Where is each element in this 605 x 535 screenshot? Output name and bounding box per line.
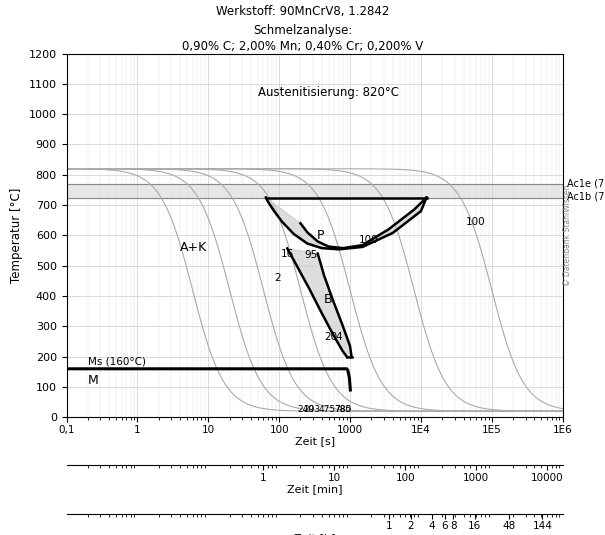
Text: 95: 95: [304, 250, 318, 260]
Text: 780: 780: [334, 404, 351, 414]
Text: 785: 785: [334, 404, 352, 414]
X-axis label: Zeit [h]: Zeit [h]: [294, 533, 335, 535]
Text: A+K: A+K: [180, 241, 208, 254]
Text: 20: 20: [324, 332, 337, 342]
X-axis label: Zeit [min]: Zeit [min]: [287, 485, 342, 494]
Text: 293: 293: [304, 404, 321, 414]
Text: Austenitisierung: 820°C: Austenitisierung: 820°C: [258, 87, 399, 100]
Text: P: P: [317, 229, 324, 242]
Text: © Datenbank StahlWissen: © Datenbank StahlWissen: [563, 185, 572, 286]
Bar: [67, 184, 563, 197]
Text: Ac1e (770°C): Ac1e (770°C): [567, 178, 605, 188]
Text: 475: 475: [319, 404, 336, 414]
Y-axis label: Temperatur [°C]: Temperatur [°C]: [10, 188, 23, 283]
Text: M: M: [88, 374, 99, 387]
Text: 16: 16: [281, 249, 294, 258]
Text: Ac1b (725°C): Ac1b (725°C): [567, 192, 605, 202]
Text: Ms (160°C): Ms (160°C): [88, 356, 146, 366]
Polygon shape: [266, 197, 427, 249]
Text: 100: 100: [358, 235, 378, 245]
Text: 100: 100: [466, 217, 486, 227]
Text: 240: 240: [298, 404, 315, 414]
Text: 4: 4: [336, 332, 342, 342]
Text: 0,90% C; 2,00% Mn; 0,40% Cr; 0,200% V: 0,90% C; 2,00% Mn; 0,40% Cr; 0,200% V: [182, 40, 423, 53]
X-axis label: Zeit [s]: Zeit [s]: [295, 437, 335, 446]
Text: 2: 2: [274, 273, 281, 283]
Polygon shape: [287, 248, 352, 357]
Text: Werkstoff: 90MnCrV8, 1.2842: Werkstoff: 90MnCrV8, 1.2842: [216, 5, 389, 18]
Text: Schmelzanalyse:: Schmelzanalyse:: [253, 24, 352, 37]
Text: B: B: [323, 293, 332, 305]
